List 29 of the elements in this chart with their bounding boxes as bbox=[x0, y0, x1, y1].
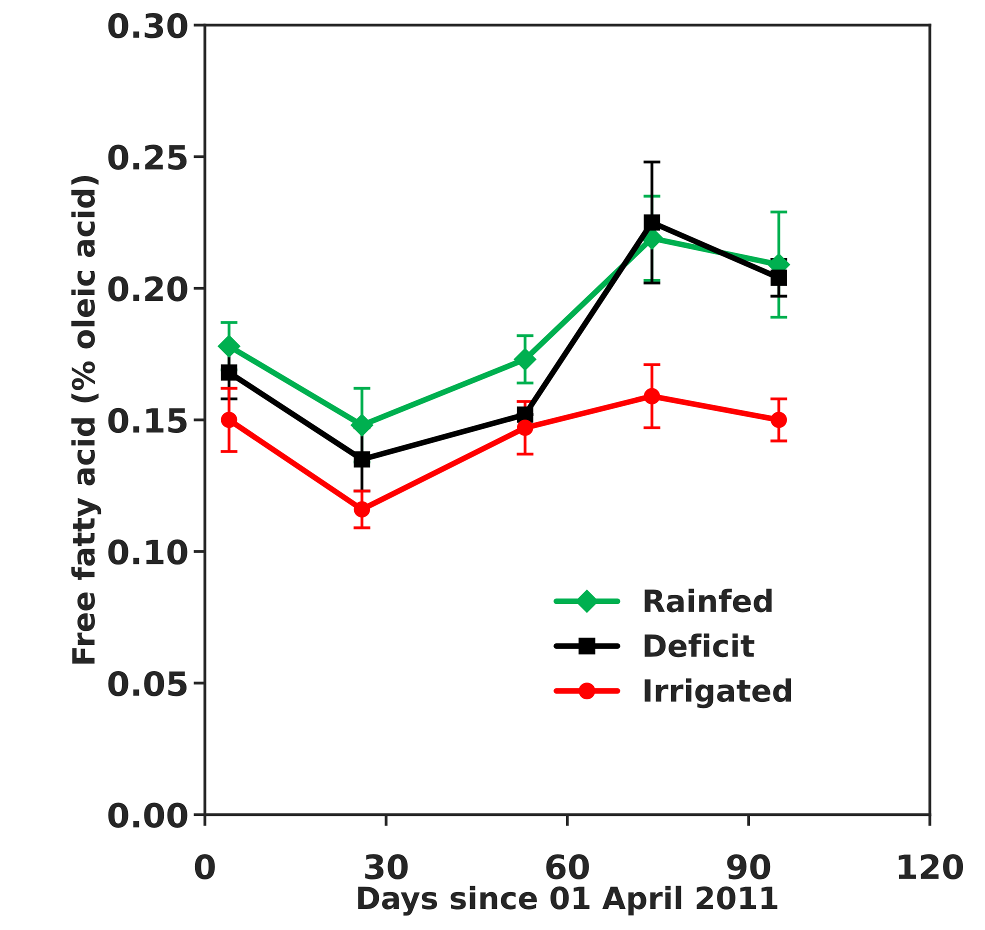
point bbox=[770, 412, 787, 428]
point bbox=[354, 501, 370, 518]
x-tick-label: 120 bbox=[898, 854, 964, 880]
point bbox=[220, 412, 238, 428]
x-tick-label: 60 bbox=[546, 854, 589, 880]
y-tick-label: 0.30 bbox=[108, 13, 188, 38]
point bbox=[514, 348, 536, 371]
y-axis-title: Free fatty acid (% oleic acid) bbox=[71, 176, 102, 664]
y-tick-label: 0.10 bbox=[108, 539, 188, 565]
point bbox=[770, 270, 787, 286]
y-tick-label: 0.15 bbox=[108, 408, 187, 434]
x-tick-label: 30 bbox=[365, 854, 408, 880]
point bbox=[354, 451, 370, 468]
legend-label: Deficit bbox=[644, 634, 754, 658]
legend-label: Rainfed bbox=[644, 588, 772, 612]
x-tick-label: 0 bbox=[194, 854, 215, 880]
point bbox=[644, 214, 660, 231]
point bbox=[350, 414, 374, 436]
point bbox=[218, 334, 240, 358]
legend-label: Irrigated bbox=[644, 678, 792, 708]
y-tick-label: 0.00 bbox=[108, 802, 188, 828]
x-axis-title: Days since 01 April 2011 bbox=[358, 886, 778, 916]
point bbox=[644, 388, 660, 404]
y-tick-label: 0.20 bbox=[108, 276, 188, 302]
y-tick-label: 0.05 bbox=[108, 671, 187, 696]
point bbox=[220, 364, 238, 381]
x-tick-label: 90 bbox=[727, 854, 770, 880]
y-tick-label: 0.25 bbox=[108, 144, 187, 170]
point bbox=[516, 420, 534, 436]
